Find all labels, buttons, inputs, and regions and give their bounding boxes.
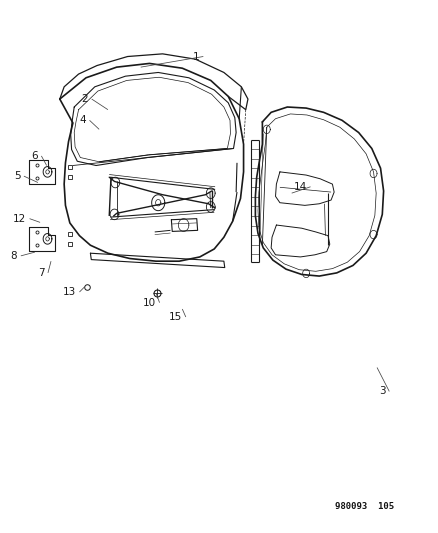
Text: 10: 10 [143,297,155,308]
Text: 1: 1 [193,52,199,61]
Text: 13: 13 [63,287,76,297]
Text: 12: 12 [13,214,26,224]
Text: 7: 7 [38,268,44,278]
Text: 15: 15 [169,312,182,322]
Text: 3: 3 [378,386,385,397]
Text: 8: 8 [11,251,17,261]
Text: 6: 6 [31,151,38,161]
Text: 4: 4 [79,115,86,125]
Text: 2: 2 [81,94,88,104]
Text: 14: 14 [293,182,306,192]
Text: 980093  105: 980093 105 [335,502,394,511]
Text: 5: 5 [14,171,20,181]
